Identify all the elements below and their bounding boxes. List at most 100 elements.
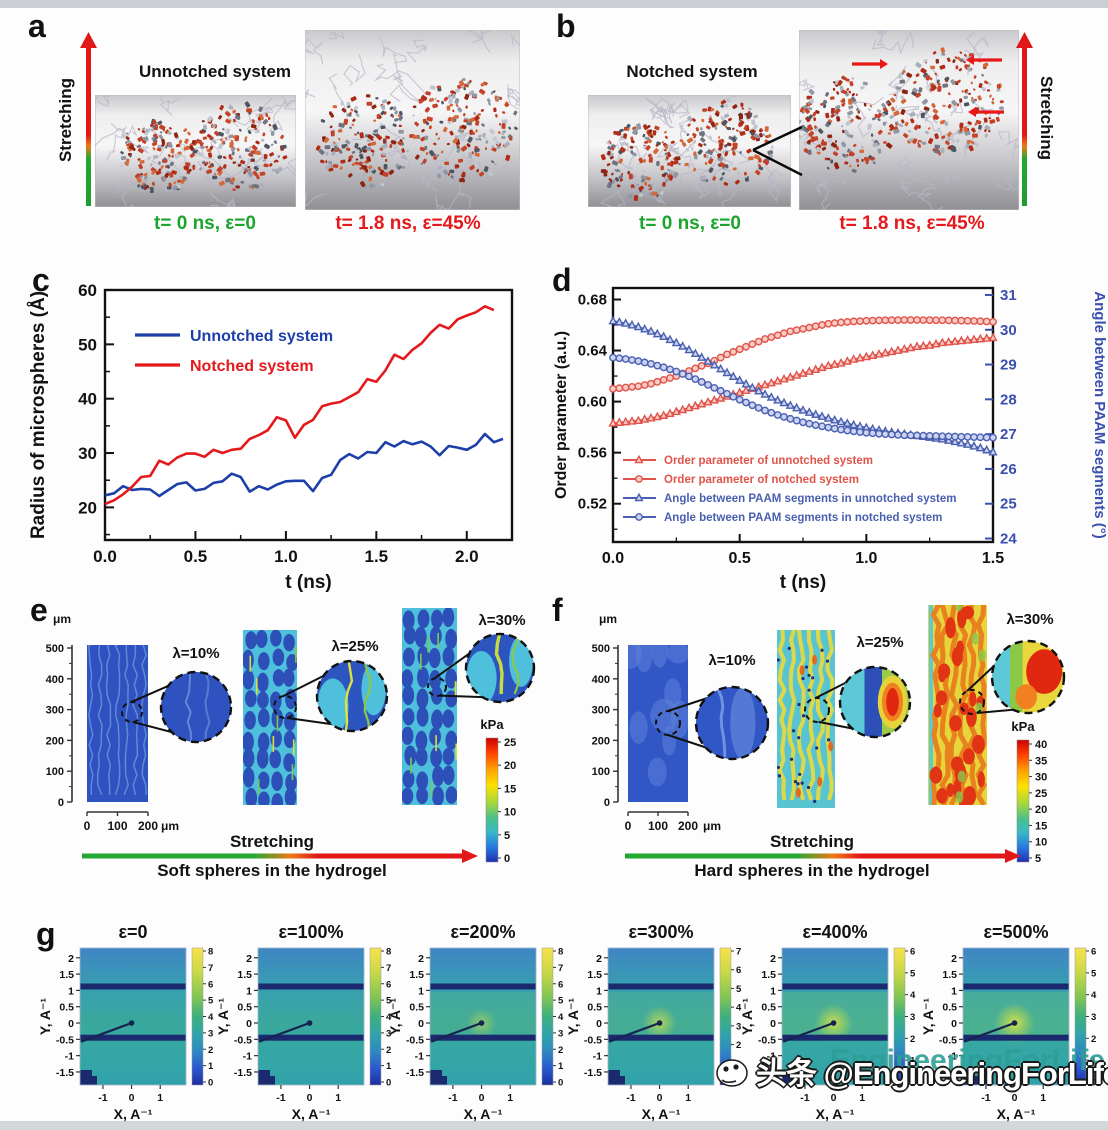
svg-text:0.0: 0.0	[602, 550, 624, 567]
svg-text:20: 20	[1035, 804, 1047, 816]
svg-text:t (ns): t (ns)	[285, 572, 331, 593]
svg-text:0.5: 0.5	[409, 1002, 424, 1014]
svg-text:1: 1	[208, 1061, 214, 1072]
svg-text:29: 29	[1000, 357, 1017, 374]
svg-text:6: 6	[736, 965, 741, 976]
svg-text:1.0: 1.0	[274, 547, 298, 566]
molecular-snapshots-canvas	[80, 30, 1033, 210]
svg-text:1: 1	[157, 1092, 163, 1104]
svg-text:1: 1	[910, 1056, 916, 1067]
svg-text:X, A⁻¹: X, A⁻¹	[114, 1106, 153, 1122]
svg-text:6: 6	[910, 947, 915, 958]
svg-text:2: 2	[736, 1040, 741, 1051]
panel-b-caption-stretched: t= 1.8 ns, ε=45%	[839, 213, 985, 234]
svg-text:Angle between PAAM segments (°: Angle between PAAM segments (°)	[1091, 291, 1108, 538]
svg-text:Y, A⁻¹: Y, A⁻¹	[387, 998, 403, 1036]
svg-text:X, A⁻¹: X, A⁻¹	[997, 1106, 1036, 1122]
molecular-snapshot	[305, 30, 520, 210]
molecular-snapshot	[588, 95, 791, 207]
svg-text:1.5: 1.5	[365, 547, 389, 566]
svg-text:1: 1	[596, 985, 602, 997]
svg-text:27: 27	[1000, 426, 1017, 443]
svg-text:2: 2	[558, 1045, 563, 1056]
svg-text:μm: μm	[599, 612, 617, 626]
svg-text:kPa: kPa	[1011, 719, 1035, 734]
svg-text:0: 0	[208, 1078, 213, 1089]
svg-text:-0.5: -0.5	[234, 1034, 252, 1046]
svg-text:3: 3	[910, 1012, 915, 1023]
svg-text:-1.5: -1.5	[758, 1067, 776, 1079]
toutiao-mascot-icon	[716, 1058, 748, 1087]
chart-radius-vs-time: 20 30 40 50 60 0.0 0.5 1.0 1.5 2.0 t (ns) Radius of…	[28, 281, 514, 593]
svg-text:-1.5: -1.5	[939, 1067, 957, 1079]
svg-text:1: 1	[859, 1092, 865, 1104]
notch-marker	[752, 125, 803, 177]
svg-text:3: 3	[736, 1021, 741, 1032]
svg-text:3: 3	[1091, 1012, 1096, 1023]
molecular-snapshot	[799, 30, 1019, 210]
panel-a-title: Unnotched system	[138, 62, 292, 81]
svg-text:2: 2	[596, 953, 602, 965]
scattering-subpanel: ε=200% 2 1.5 1 0.5 0 -0.5 -1 -1.5 -1 0 1 X, A⁻¹ Y, A⁻…	[387, 922, 564, 1122]
svg-text:-1.5: -1.5	[234, 1067, 252, 1079]
panel-e-caption: Soft spheres in the hydrogel	[157, 861, 387, 880]
svg-text:100: 100	[648, 819, 668, 833]
svg-text:50: 50	[78, 335, 97, 354]
svg-text:5: 5	[504, 830, 510, 842]
svg-text:ε=300%: ε=300%	[628, 922, 693, 942]
svg-text:0: 0	[604, 797, 610, 809]
svg-text:t (ns): t (ns)	[780, 572, 826, 593]
svg-text:8: 8	[386, 947, 391, 958]
svg-text:1: 1	[246, 985, 252, 997]
svg-text:0.64: 0.64	[578, 343, 608, 360]
svg-text:200: 200	[138, 819, 158, 833]
svg-text:2: 2	[68, 953, 74, 965]
svg-text:1: 1	[335, 1092, 341, 1104]
svg-text:6: 6	[1091, 947, 1096, 958]
svg-text:Y, A⁻¹: Y, A⁻¹	[920, 998, 936, 1036]
svg-text:20: 20	[78, 498, 97, 517]
svg-text:ε=400%: ε=400%	[802, 922, 867, 942]
svg-text:Angle between PAAM segments in: Angle between PAAM segments in unnotched…	[664, 493, 956, 505]
svg-text:4: 4	[386, 1012, 392, 1023]
svg-text:0: 0	[129, 1092, 135, 1104]
svg-text:1: 1	[418, 985, 424, 997]
svg-text:4: 4	[208, 1012, 214, 1023]
panel-e-stretching-label: Stretching	[229, 832, 315, 851]
svg-text:500: 500	[592, 643, 610, 655]
svg-text:25: 25	[504, 737, 516, 749]
svg-text:28: 28	[1000, 391, 1017, 408]
svg-text:1.5: 1.5	[409, 969, 424, 981]
svg-text:3: 3	[208, 1028, 213, 1039]
svg-text:25: 25	[1000, 496, 1017, 513]
svg-text:6: 6	[558, 979, 563, 990]
panel-a-stretching-label: Stretching	[56, 77, 75, 163]
svg-text:0.5: 0.5	[237, 1002, 252, 1014]
svg-text:7: 7	[558, 963, 563, 974]
svg-text:3: 3	[386, 1028, 391, 1039]
svg-text:-1.5: -1.5	[406, 1067, 424, 1079]
svg-text:8: 8	[208, 947, 213, 958]
svg-text:Angle between PAAM segments in: Angle between PAAM segments in notched s…	[664, 512, 942, 524]
svg-text:-0.5: -0.5	[584, 1034, 602, 1046]
svg-text:10: 10	[1035, 837, 1047, 849]
stress-map-panel: μm5004003002001000λ=10%λ=25%λ=30%kPa4035…	[592, 605, 1066, 865]
svg-text:1.5: 1.5	[761, 969, 776, 981]
scattering-subpanel: ε=300% 2 1.5 1 0.5 0 -0.5 -1 -1.5 -1 0 1 X, A⁻¹ Y, A⁻…	[565, 922, 742, 1122]
svg-text:-0.5: -0.5	[406, 1034, 424, 1046]
svg-text:2: 2	[1091, 1034, 1096, 1045]
svg-text:1: 1	[68, 985, 74, 997]
svg-text:5: 5	[910, 968, 916, 979]
svg-text:26: 26	[1000, 461, 1017, 478]
svg-text:μm: μm	[703, 819, 721, 833]
svg-text:-1: -1	[65, 1051, 74, 1063]
svg-text:1: 1	[558, 1061, 564, 1072]
svg-text:0: 0	[657, 1092, 663, 1104]
svg-text:-1.5: -1.5	[56, 1067, 74, 1079]
svg-text:-1: -1	[243, 1051, 252, 1063]
svg-text:2: 2	[208, 1045, 213, 1056]
svg-text:λ=25%: λ=25%	[331, 638, 378, 655]
svg-text:0.5: 0.5	[184, 547, 208, 566]
svg-text:-1: -1	[276, 1092, 285, 1104]
